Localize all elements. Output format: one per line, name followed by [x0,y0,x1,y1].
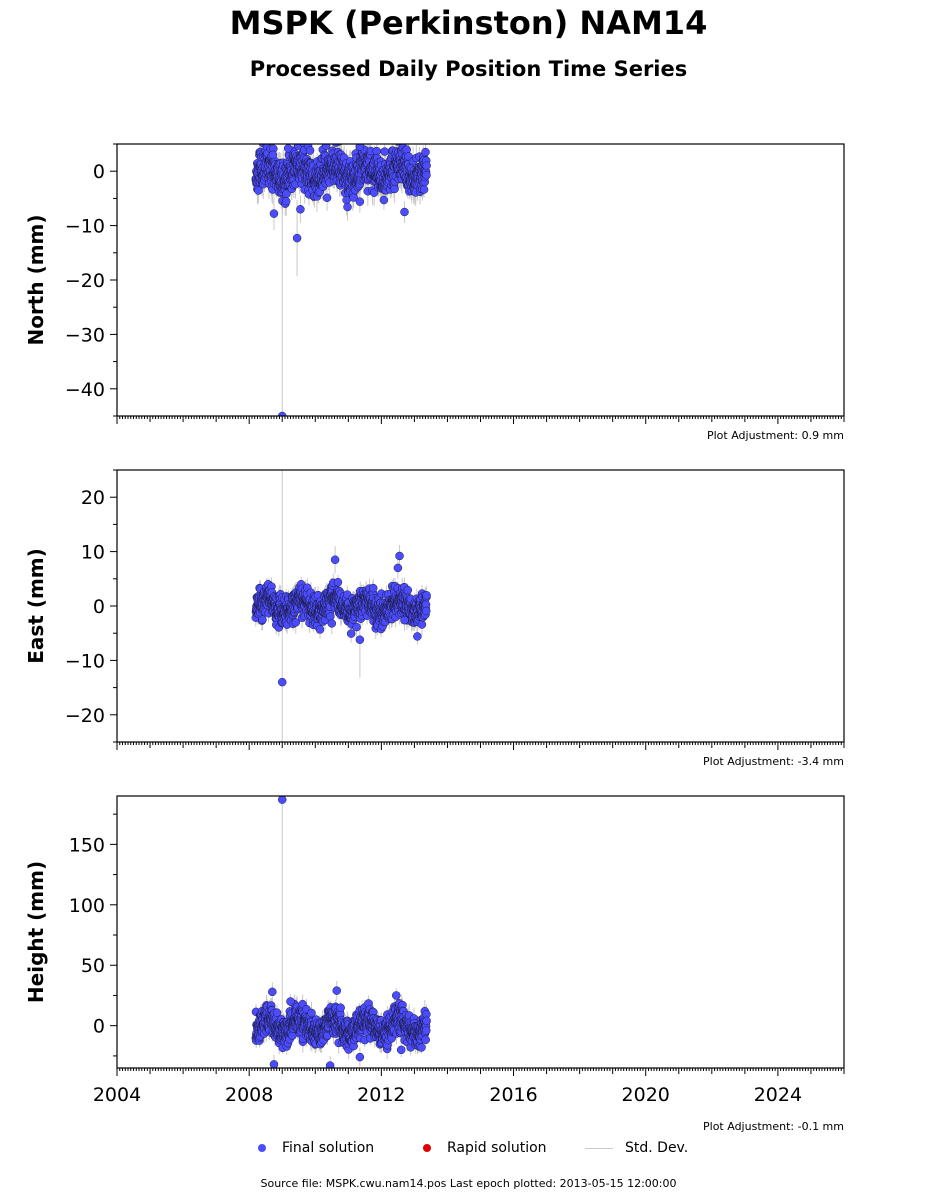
y-axis-label: North (mm) [24,214,48,345]
y-tick-label: −30 [65,324,105,346]
data-point [413,632,422,641]
data-point [292,233,302,243]
data-point [403,585,413,595]
axes-frame-east [116,469,845,743]
chart-subtitle: Processed Daily Position Time Series [249,57,688,81]
data-point [269,209,279,218]
y-tick-label: 10 [81,542,105,564]
panel-north: 0 −10 −20 −30 −40 North (mm) Plot Adjustment: … [24,129,845,442]
y-tick-label: 0 [93,596,105,618]
data-point [322,193,332,203]
data-point [321,144,331,150]
data-point [419,185,429,194]
plot-area-east [251,470,431,742]
data-point [277,677,287,687]
data-point [277,411,287,416]
panel-east: 20 10 0 −10 −20 East (mm) Plot Adjustment: -3.… [24,469,845,768]
data-point [305,146,315,155]
data-point [421,147,430,157]
data-point [291,618,301,627]
y-tick-label: −10 [65,650,105,672]
data-point [422,170,431,180]
data-point [415,129,423,137]
points-north [251,129,431,416]
data-point [368,583,378,593]
data-point [363,135,371,143]
points-east [251,551,431,687]
data-point [380,147,389,156]
data-point [326,612,335,621]
data-point [393,563,403,573]
data-point [372,146,381,156]
data-point [355,635,365,644]
y-tick-label: −10 [65,216,105,238]
data-point [355,144,365,151]
data-point [315,625,325,634]
data-point [268,150,278,160]
data-point [343,202,352,212]
y-axis-label: East (mm) [24,548,48,664]
data-point [422,161,431,170]
plot-area-north [251,129,431,416]
plot-adjustment: Plot Adjustment: -3.4 mm [703,755,844,768]
data-point [400,615,409,625]
data-point [422,591,431,600]
y-tick-label: 0 [93,161,105,183]
plot-adjustment: Plot Adjustment: 0.9 mm [707,429,844,442]
data-point [395,551,404,561]
chart-title: MSPK (Perkinston) NAM14 [229,4,708,42]
data-point [421,606,431,616]
data-point [379,195,389,205]
data-point [283,144,293,153]
plot-area-height [251,796,431,1068]
y-tick-label: −40 [65,379,105,401]
data-point [327,619,337,628]
data-point [346,629,356,638]
data-point [355,197,365,206]
data-point [352,622,361,632]
data-point [400,207,409,217]
data-point [417,620,427,629]
data-point [333,577,343,587]
data-point [296,205,305,214]
data-point [330,555,340,565]
data-point [390,184,399,194]
data-point [282,189,291,198]
data-point [281,196,291,206]
y-tick-label: 20 [81,487,105,509]
y-tick-label: −20 [65,705,105,727]
data-point [258,615,267,624]
y-tick-label: −20 [65,270,105,292]
axes-frame-north [116,143,845,417]
data-point [263,136,271,144]
